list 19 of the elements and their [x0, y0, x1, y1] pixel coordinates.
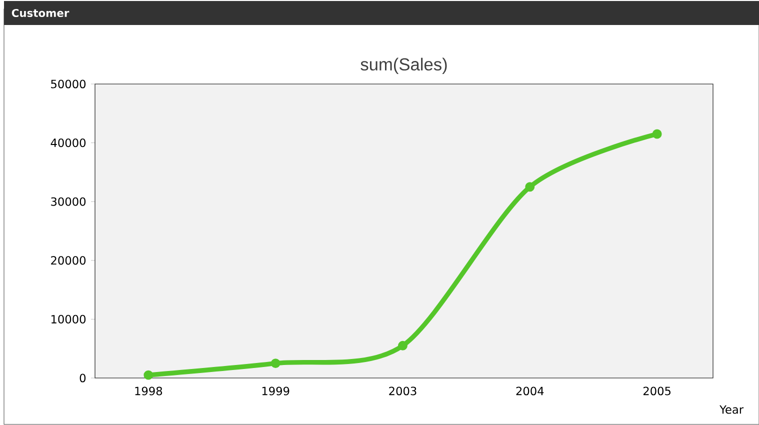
- x-tick-label: 1998: [135, 386, 162, 396]
- y-tick-label: 0: [80, 374, 86, 382]
- x-tick-label: 2005: [643, 386, 670, 396]
- point: [525, 182, 535, 192]
- chart-title: sum(Sales): [360, 58, 447, 74]
- point: [270, 358, 280, 368]
- x-axis-title: Year: [720, 405, 744, 414]
- y-tick-label: 10000: [51, 314, 86, 324]
- point: [652, 129, 662, 139]
- x-tick-label: 1999: [262, 386, 290, 396]
- y-tick-label: 20000: [51, 256, 86, 265]
- y-tick-label: 50000: [51, 80, 86, 88]
- x-tick-label: 2004: [516, 386, 544, 396]
- text: Customer: [12, 8, 70, 18]
- y-tick-label: 30000: [51, 197, 86, 206]
- x-tick-label: 2003: [389, 386, 416, 396]
- point: [144, 370, 154, 380]
- y-tick-label: 40000: [50, 138, 86, 148]
- point: [398, 340, 408, 350]
